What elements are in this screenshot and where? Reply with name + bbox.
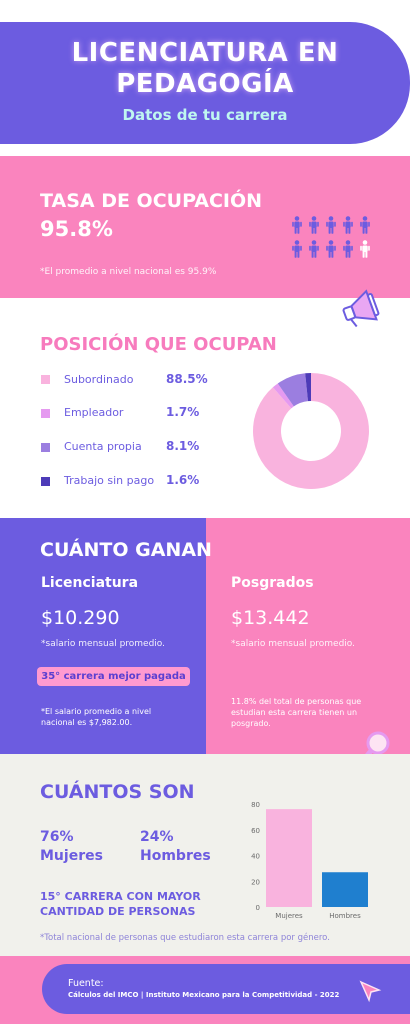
hombres-stat: 24% Hombres xyxy=(140,829,211,864)
legend-value-empleador: 1.7% xyxy=(166,405,200,419)
gender-bar-chart: 0 20 40 60 80 Mujeres Hombres xyxy=(251,801,368,920)
person-icon xyxy=(292,216,302,234)
y-tick-label: 0 xyxy=(256,904,260,912)
people-icons xyxy=(292,216,372,264)
donut-slice-2 xyxy=(277,373,308,407)
ganan-title: CUÁNTO GANAN xyxy=(40,539,212,561)
footer-banner xyxy=(42,964,410,1014)
legend-label-subordinado: Subordinado xyxy=(64,373,134,386)
legend-label-cuenta-propia: Cuenta propia xyxy=(64,440,142,453)
x-tick-label: Mujeres xyxy=(275,912,303,920)
lic-heading: Licenciatura xyxy=(41,575,139,591)
cursor-icon xyxy=(358,979,382,1003)
cuantos-title: CUÁNTOS SON xyxy=(40,781,195,803)
legend-value-subordinado: 88.5% xyxy=(166,372,208,386)
legend-swatch-subordinado xyxy=(41,375,50,384)
tasa-title: TASA DE OCUPACIÓN xyxy=(40,190,263,212)
pos-heading: Posgrados xyxy=(231,575,314,591)
footer-label: Fuente: xyxy=(68,978,104,989)
y-tick-label: 20 xyxy=(251,878,260,886)
y-tick-label: 60 xyxy=(251,827,260,835)
bar-mujeres xyxy=(266,809,312,907)
megaphone-icon xyxy=(338,286,384,332)
legend-swatch-empleador xyxy=(41,409,50,418)
ganan-lic-panel xyxy=(0,518,206,754)
x-tick-label: Hombres xyxy=(329,912,361,920)
legend-value-trabajo-sin-pago: 1.6% xyxy=(166,473,200,487)
header-banner xyxy=(0,22,410,144)
person-icon xyxy=(360,216,370,234)
lic-footnote: *El salario promedio a nivel nacional es… xyxy=(41,707,152,727)
person-icon xyxy=(343,240,353,258)
page-subtitle: Datos de tu carrera xyxy=(122,106,288,124)
cuantos-rank: 15° CARRERA CON MAYOR CANTIDAD DE PERSON… xyxy=(40,890,201,918)
cuantos-section xyxy=(0,754,410,956)
donut-slice-3 xyxy=(305,373,311,402)
pos-amount: $13.442 xyxy=(231,607,310,629)
legend-label-empleador: Empleador xyxy=(64,406,124,419)
tasa-section xyxy=(0,156,410,298)
donut-slice-0 xyxy=(253,373,369,489)
donut-slice-1 xyxy=(272,383,294,409)
person-icon xyxy=(360,240,370,258)
person-icon xyxy=(343,216,353,234)
posicion-donut-chart xyxy=(253,373,369,489)
lic-note: *salario mensual promedio. xyxy=(41,639,166,649)
ganan-pos-panel xyxy=(206,518,410,754)
tasa-note: *El promedio a nivel nacional es 95.9% xyxy=(40,267,217,277)
person-icon xyxy=(326,216,336,234)
legend-swatch-cuenta-propia xyxy=(41,443,50,452)
legend-swatch-trabajo-sin-pago xyxy=(41,477,50,486)
pos-footnote: 11.8% del total de personas que estudian… xyxy=(231,697,362,728)
cuantos-note: *Total nacional de personas que estudiar… xyxy=(40,933,330,943)
mujeres-stat: 76% Mujeres xyxy=(40,829,103,864)
lic-rank-badge: 35° carrera mejor pagada xyxy=(37,667,190,686)
tasa-value: 95.8% xyxy=(40,217,113,241)
legend-label-trabajo-sin-pago: Trabajo sin pago xyxy=(64,474,155,487)
y-tick-label: 40 xyxy=(251,853,260,861)
footer-source: Cálculos del IMCO | Instituto Mexicano p… xyxy=(68,991,340,999)
page-title: LICENCIATURA EN PEDAGOGÍA xyxy=(71,38,339,99)
legend-value-cuenta-propia: 8.1% xyxy=(166,439,200,453)
lic-amount: $10.290 xyxy=(41,607,120,629)
pos-note: *salario mensual promedio. xyxy=(231,639,356,649)
y-tick-label: 80 xyxy=(251,801,260,809)
person-icon xyxy=(326,240,336,258)
person-icon xyxy=(309,216,319,234)
person-icon xyxy=(292,240,302,258)
bar-hombres xyxy=(322,872,368,907)
person-icon xyxy=(309,240,319,258)
posicion-title: POSICIÓN QUE OCUPAN xyxy=(40,334,277,355)
